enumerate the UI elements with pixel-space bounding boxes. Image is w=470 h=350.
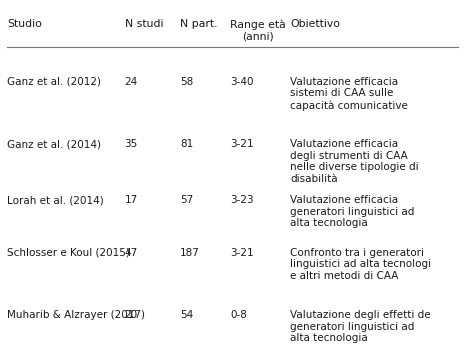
Text: 81: 81 [180, 139, 193, 149]
Text: Valutazione degli effetti de
generatori linguistici ad
alta tecnologia: Valutazione degli effetti de generatori … [290, 310, 431, 343]
Text: 3-21: 3-21 [230, 248, 254, 258]
Text: Obiettivo: Obiettivo [290, 19, 340, 29]
Text: 35: 35 [125, 139, 138, 149]
Text: 0-8: 0-8 [230, 310, 247, 320]
Text: 3-23: 3-23 [230, 195, 254, 205]
Text: Valutazione efficacia
sistemi di CAA sulle
capacità comunicative: Valutazione efficacia sistemi di CAA sul… [290, 77, 408, 111]
Text: 47: 47 [125, 248, 138, 258]
Text: Confronto tra i generatori
linguistici ad alta tecnologi
e altri metodi di CAA: Confronto tra i generatori linguistici a… [290, 248, 431, 281]
Text: N studi: N studi [125, 19, 163, 29]
Text: 187: 187 [180, 248, 200, 258]
Text: 3-40: 3-40 [230, 77, 254, 87]
Text: 24: 24 [125, 77, 138, 87]
Text: Studio: Studio [8, 19, 42, 29]
Text: 3-21: 3-21 [230, 139, 254, 149]
Text: 54: 54 [180, 310, 193, 320]
Text: 57: 57 [180, 195, 193, 205]
Text: Ganz et al. (2014): Ganz et al. (2014) [8, 139, 102, 149]
Text: Valutazione efficacia
generatori linguistici ad
alta tecnologia: Valutazione efficacia generatori linguis… [290, 195, 415, 228]
Text: Valutazione efficacia
degli strumenti di CAA
nelle diverse tipologie di
disabili: Valutazione efficacia degli strumenti di… [290, 139, 419, 184]
Text: Range età
(anni): Range età (anni) [230, 19, 286, 41]
Text: Lorah et al. (2014): Lorah et al. (2014) [8, 195, 104, 205]
Text: Schlosser e Koul (2015): Schlosser e Koul (2015) [8, 248, 130, 258]
Text: 17: 17 [125, 195, 138, 205]
Text: Ganz et al. (2012): Ganz et al. (2012) [8, 77, 102, 87]
Text: 20: 20 [125, 310, 138, 320]
Text: N part.: N part. [180, 19, 217, 29]
Text: 58: 58 [180, 77, 193, 87]
Text: Muharib & Alzrayer (2017): Muharib & Alzrayer (2017) [8, 310, 145, 320]
